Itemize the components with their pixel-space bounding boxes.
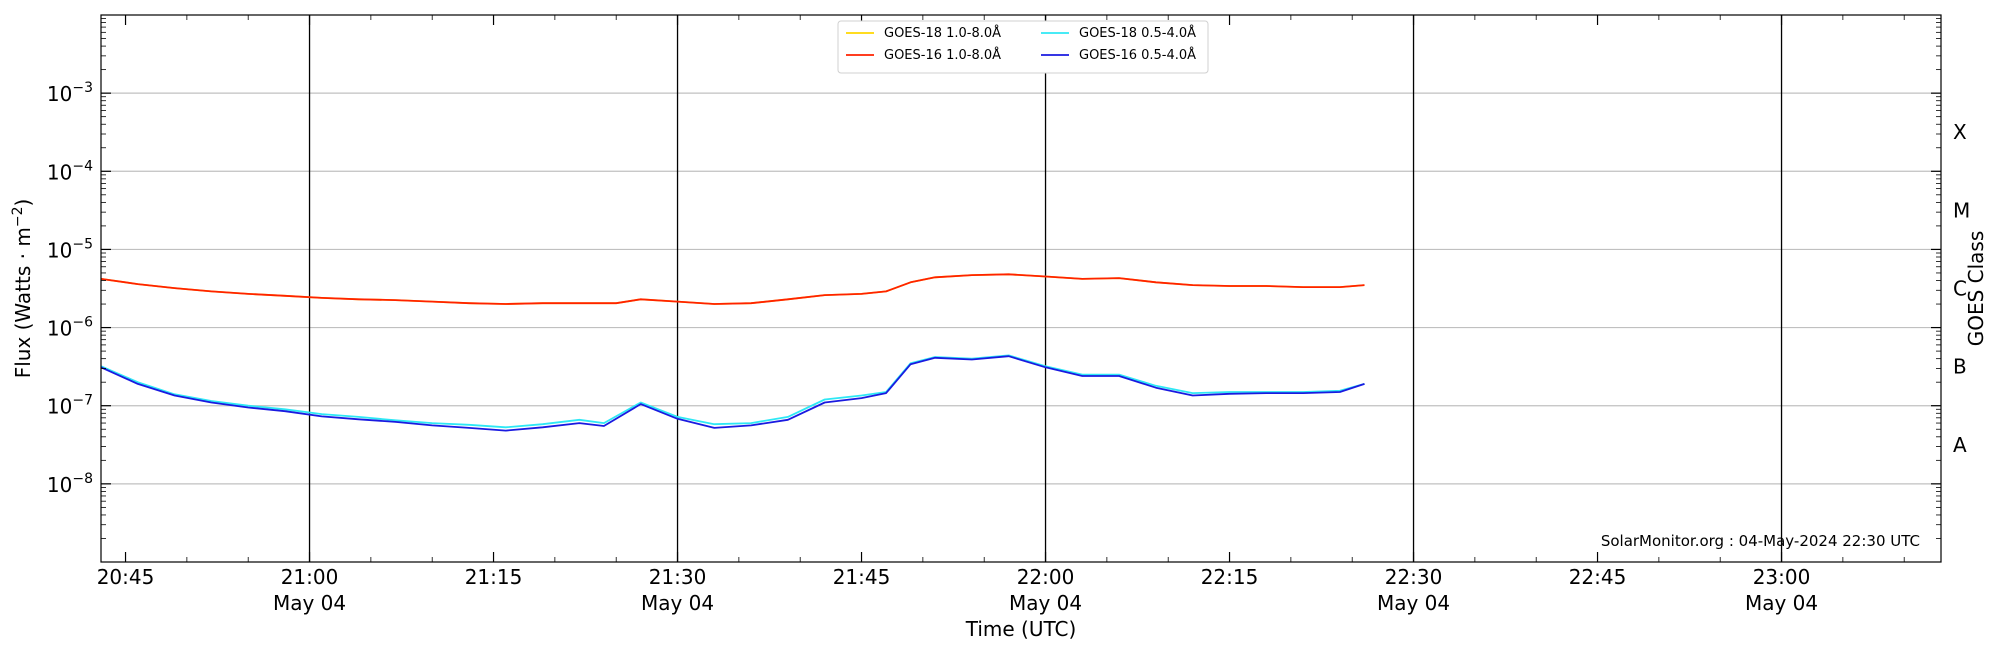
legend-box: [837, 20, 1209, 74]
series-line-1: [100, 273, 1365, 305]
legend-entry: GOES-16 1.0-8.0Å: [884, 47, 1001, 63]
x-tick-date-label: May 04: [273, 591, 346, 615]
x-tick-date-label: May 04: [641, 591, 714, 615]
legend-entry: GOES-18 0.5-4.0Å: [1079, 25, 1196, 41]
grid-lines: [101, 92, 1941, 485]
series-line-3: [100, 355, 1365, 432]
flux-series: [100, 273, 1365, 432]
x-tick-date-label: May 04: [1377, 591, 1450, 615]
y-tick-label: 10−7: [47, 393, 93, 419]
y-tick-label: 10−5: [47, 236, 93, 262]
x-tick-label: 22:30: [1385, 565, 1443, 589]
x-tick-date-label: May 04: [1745, 591, 1818, 615]
credit-text: SolarMonitor.org : 04-May-2024 22:30 UTC: [1601, 532, 1920, 550]
goes-class-A: A: [1953, 433, 1967, 457]
x-tick-label: 22:15: [1201, 565, 1259, 589]
goes-class-axis-label: GOES Class: [1964, 231, 1988, 347]
x-tick-date-label: May 04: [1009, 591, 1082, 615]
x-tick-label: 20:45: [97, 565, 155, 589]
y-tick-label: 10−4: [47, 158, 93, 184]
goes-class-X: X: [1953, 120, 1967, 144]
series-line-0: [100, 273, 1365, 305]
goes-class-B: B: [1953, 355, 1967, 379]
goes-class-labels: A B C M X: [1953, 120, 1970, 457]
x-tick-label: 21:45: [833, 565, 891, 589]
x-tick-label: 22:00: [1017, 565, 1075, 589]
legend: GOES-18 1.0-8.0Å GOES-16 1.0-8.0Å GOES-18 …: [837, 20, 1209, 74]
goes-class-C: C: [1953, 277, 1967, 301]
series-line-2: [100, 354, 1365, 429]
y-axis-label: Flux (Watts · m−2): [10, 199, 35, 379]
y-axis-label-main: Flux (Watts · m: [11, 227, 35, 378]
x-tick-label: 22:45: [1569, 565, 1627, 589]
x-tick-label: 21:00: [281, 565, 339, 589]
y-tick-label: 10−6: [47, 315, 93, 341]
x-tick-label: 21:15: [465, 565, 523, 589]
y-axis-label-sup: −2: [10, 207, 26, 228]
plot-frame: [100, 14, 1942, 563]
y-tick-label: 10−8: [47, 471, 93, 497]
x-axis-label: Time (UTC): [965, 617, 1077, 641]
x-tick-label: 23:00: [1753, 565, 1811, 589]
legend-entry: GOES-18 1.0-8.0Å: [884, 25, 1001, 41]
x-tick-label: 21:30: [649, 565, 707, 589]
legend-entry: GOES-16 0.5-4.0Å: [1079, 47, 1196, 63]
day-marker-lines: [308, 15, 1783, 562]
y-axis-ticks: 10−8 10−7 10−6 10−5 10−4 10−3: [47, 18, 1941, 539]
y-axis-label-close: ): [11, 199, 35, 207]
goes-class-M: M: [1953, 198, 1970, 222]
y-tick-label: 10−3: [47, 80, 93, 106]
